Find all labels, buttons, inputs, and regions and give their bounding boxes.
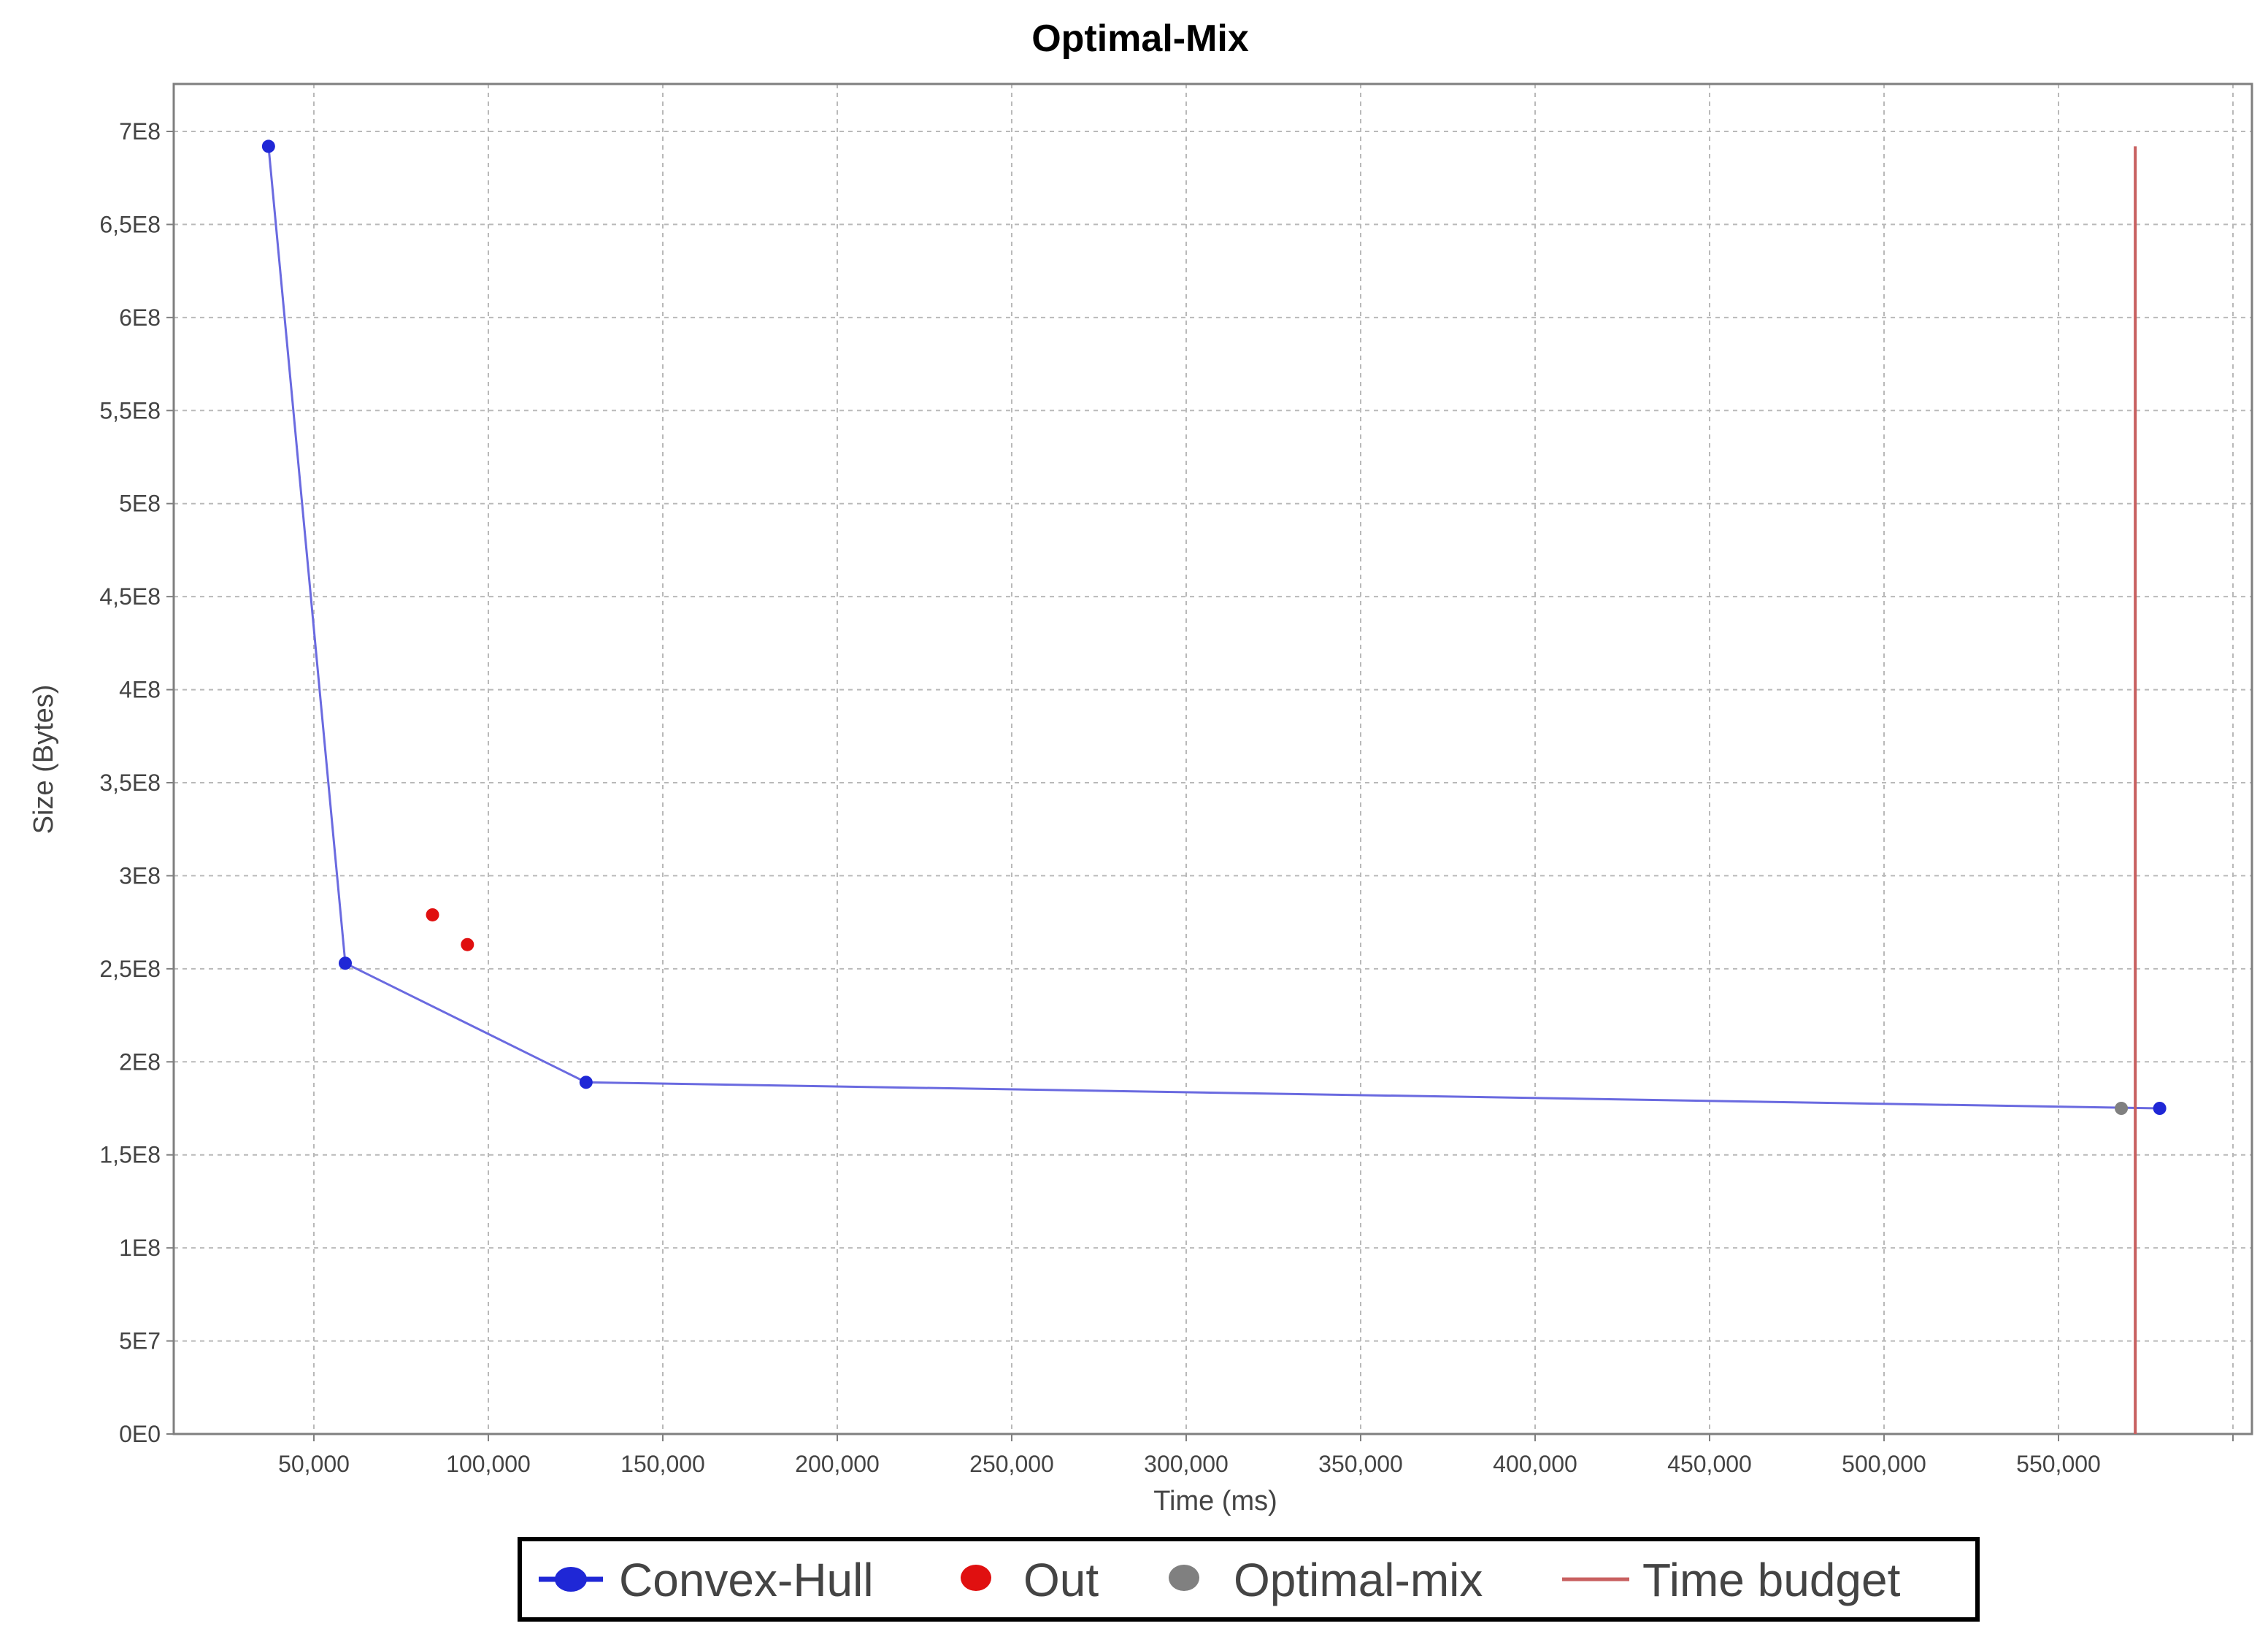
x-axis-label: Time (ms) <box>1153 1486 1277 1516</box>
y-axis-label: Size (Bytes) <box>28 685 59 835</box>
out-point <box>461 937 474 951</box>
legend-symbol-optimal-mix <box>1169 1565 1199 1591</box>
legend-box <box>518 1537 1980 1622</box>
y-tick-label: 5E7 <box>119 1328 161 1354</box>
y-tick-label: 2E8 <box>119 1048 161 1075</box>
y-tick-label: 5E8 <box>119 491 161 517</box>
y-tick-label: 1E8 <box>119 1235 161 1261</box>
x-tick-label: 500,000 <box>1842 1451 1926 1477</box>
y-tick-label: 5,5E8 <box>99 397 161 423</box>
y-axis-ticks: 0E0 5E7 1E8 1,5E8 2E8 2,5E8 3E8 3,5E8 4E8 4,5E8 5E… <box>99 118 174 1447</box>
legend-label-optimal-mix: Optimal-mix <box>1234 1554 1483 1606</box>
legend: Convex-Hull Out Optimal-mix Time budget <box>518 1537 1980 1622</box>
y-tick-label: 4,5E8 <box>99 583 161 610</box>
convex-hull-point <box>339 956 353 970</box>
chart-title: Optimal-Mix <box>1031 18 1249 60</box>
legend-label-time-budget: Time budget <box>1642 1554 1901 1606</box>
y-tick-label: 7E8 <box>119 118 161 145</box>
x-tick-label: 150,000 <box>620 1451 705 1477</box>
y-tick-label: 3E8 <box>119 862 161 889</box>
convex-hull-point <box>579 1075 593 1089</box>
legend-symbol-out <box>961 1565 991 1591</box>
x-axis-ticks: 50,000 100,000 150,000 200,000 250,000 300,00… <box>278 1434 2234 1477</box>
legend-label-convex-hull: Convex-Hull <box>619 1554 874 1606</box>
x-tick-label: 550,000 <box>2016 1451 2101 1477</box>
convex-hull-line <box>267 146 2160 1110</box>
y-tick-label: 6,5E8 <box>99 211 161 237</box>
x-tick-label: 100,000 <box>446 1451 531 1477</box>
x-tick-label: 200,000 <box>795 1451 880 1477</box>
y-tick-label: 6E8 <box>119 304 161 331</box>
series-layer <box>261 139 2167 1434</box>
legend-marker-convex-hull <box>555 1567 587 1592</box>
y-tick-label: 3,5E8 <box>99 770 161 796</box>
out-point <box>426 908 439 921</box>
legend-items: Convex-Hull Out Optimal-mix Time budget <box>539 1554 1901 1606</box>
plot-area-frame <box>172 83 2253 1435</box>
legend-label-out: Out <box>1023 1554 1099 1606</box>
y-tick-label: 4E8 <box>119 677 161 703</box>
x-tick-label: 400,000 <box>1493 1451 1577 1477</box>
x-tick-label: 300,000 <box>1144 1451 1229 1477</box>
x-tick-label: 50,000 <box>278 1451 350 1477</box>
x-tick-label: 350,000 <box>1318 1451 1403 1477</box>
grid <box>174 84 2252 1434</box>
y-tick-label: 2,5E8 <box>99 956 161 982</box>
convex-hull-point <box>261 139 275 153</box>
x-tick-label: 250,000 <box>969 1451 1054 1477</box>
optimal-mix-point <box>2115 1102 2129 1115</box>
y-tick-label: 1,5E8 <box>99 1142 161 1168</box>
x-tick-label: 450,000 <box>1667 1451 1752 1477</box>
convex-hull-point <box>2153 1102 2167 1115</box>
y-tick-label: 0E0 <box>119 1421 161 1447</box>
